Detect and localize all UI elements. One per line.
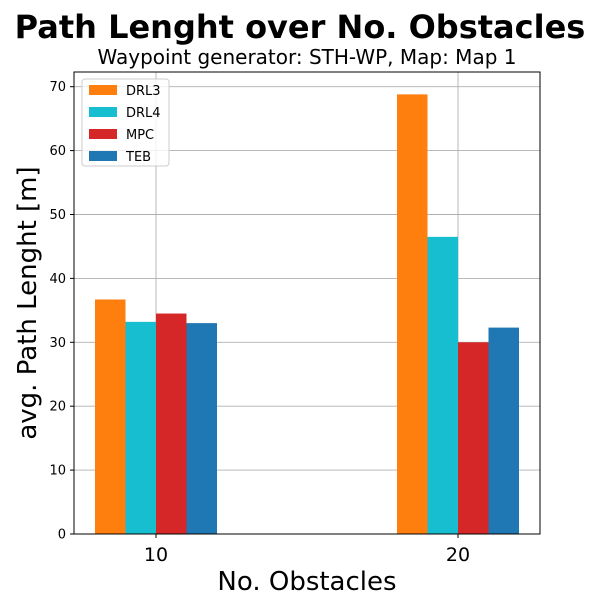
y-tick-label: 20 xyxy=(49,400,66,415)
y-tick-label: 70 xyxy=(49,80,66,95)
bar-mpc-10 xyxy=(156,313,187,534)
y-tick-label: 30 xyxy=(49,336,66,351)
chart-title: Path Lenght over No. Obstacles xyxy=(15,8,586,46)
legend-swatch-teb xyxy=(89,151,117,161)
legend-box xyxy=(81,78,170,167)
x-tick-label: 20 xyxy=(446,544,470,566)
legend-label-drl3: DRL3 xyxy=(126,84,161,99)
y-axis: 0 10 20 30 40 50 60 70 xyxy=(49,80,74,543)
legend-label-drl4: DRL4 xyxy=(126,106,161,121)
y-tick-label: 0 xyxy=(58,528,66,543)
bar-drl3-20 xyxy=(397,94,428,534)
y-axis-label: avg. Path Lenght [m] xyxy=(13,166,43,439)
legend-swatch-drl3 xyxy=(89,85,117,95)
bar-drl3-10 xyxy=(95,299,126,534)
y-tick-label: 50 xyxy=(49,208,66,223)
y-tick-label: 60 xyxy=(49,144,66,159)
bars xyxy=(95,94,519,534)
x-axis-label: No. Obstacles xyxy=(217,567,396,597)
plot-area xyxy=(73,71,541,535)
chart-subtitle: Waypoint generator: STH-WP, Map: Map 1 xyxy=(98,45,517,69)
x-axis: 10 20 xyxy=(144,534,470,566)
y-tick-label: 10 xyxy=(49,464,66,479)
legend-swatch-drl4 xyxy=(89,107,117,117)
bar-mpc-20 xyxy=(458,342,489,534)
y-tick-label: 40 xyxy=(49,272,66,287)
x-tick-label: 10 xyxy=(144,544,168,566)
legend-label-mpc: MPC xyxy=(126,128,154,143)
bar-drl4-10 xyxy=(125,321,156,534)
legend-label-teb: TEB xyxy=(125,150,151,165)
legend-swatch-mpc xyxy=(89,129,117,139)
bar-drl4-20 xyxy=(427,236,458,534)
bar-teb-20 xyxy=(488,327,519,534)
bar-teb-10 xyxy=(186,323,217,534)
legend: DRL3 DRL4 MPC TEB xyxy=(81,78,170,167)
